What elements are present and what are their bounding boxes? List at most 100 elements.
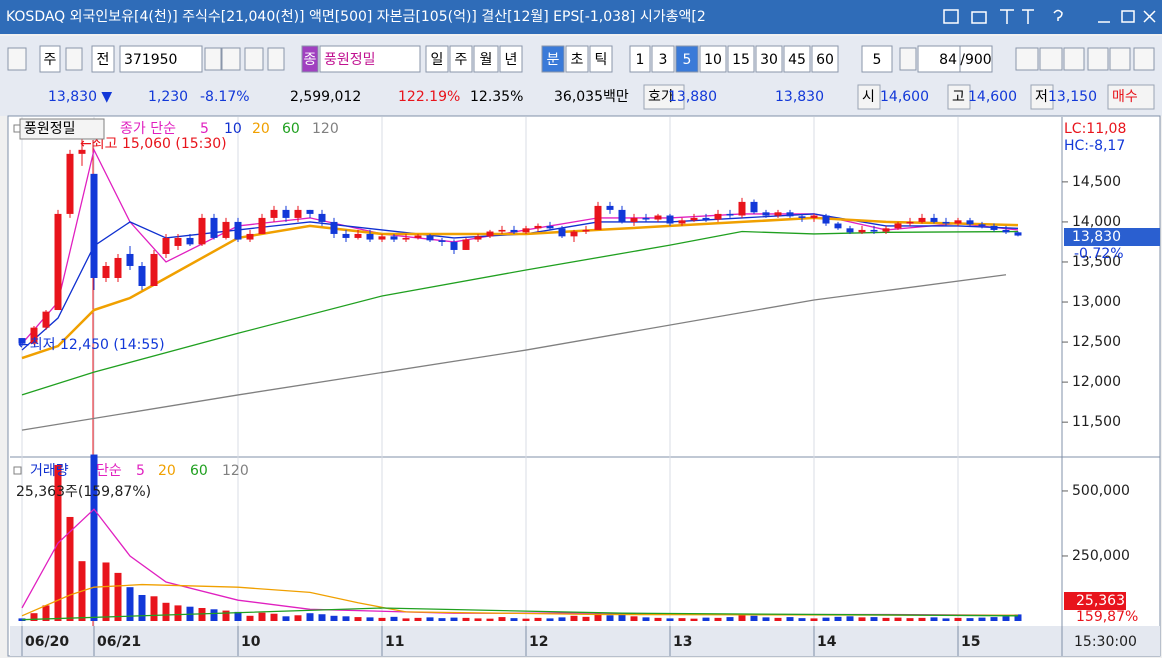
legend-item[interactable]: 120 [312,121,339,137]
toolbar-icon[interactable] [221,47,241,71]
x-tick-label: 06/21 [97,634,141,650]
toolbar-label[interactable]: 초 [571,52,584,68]
toolbar-label[interactable]: 60 [816,52,834,68]
button-close[interactable] [1143,10,1156,23]
candle-body [402,237,410,240]
toolbar-icon[interactable] [244,47,264,71]
legend-item[interactable]: 120 [222,463,249,479]
legend-item[interactable]: 10 [224,121,242,137]
toolbar-label[interactable]: 45 [788,52,806,68]
toolbar-label[interactable]: 풍원정밀 [324,52,376,68]
toolbar-label[interactable]: 전 [97,52,110,68]
candle-body [990,225,998,230]
quote-value[interactable]: 매수 [1112,89,1138,105]
toolbar-icon[interactable] [899,47,917,71]
quote-value: -8.17% [200,89,250,105]
toolbar-icon[interactable] [1133,47,1155,71]
toolbar-label[interactable]: 371950 [124,52,177,68]
toolbar-icon[interactable] [204,47,222,71]
toolbar-button[interactable] [755,45,783,73]
legend-item[interactable]: 풍원정밀 [24,121,76,137]
candle-body [270,209,278,218]
toolbar-button[interactable] [811,45,839,73]
button-help[interactable] [1053,9,1063,22]
toolbar-button[interactable] [473,45,499,73]
button-restore[interactable] [943,9,959,24]
candle-body [390,236,398,240]
toolbar-label[interactable]: /900 [960,52,991,68]
toolbar-label[interactable]: 15 [732,52,750,68]
toolbar-icon[interactable] [1087,47,1109,71]
toolbar-icon[interactable] [7,47,27,71]
toolbar-button[interactable] [651,45,675,73]
toolbar-button[interactable] [449,45,473,73]
toolbar-button[interactable] [119,45,203,73]
toolbar-icon[interactable] [267,47,285,71]
volume-bar [702,617,710,621]
volume-bar [210,609,218,621]
toolbar-button[interactable] [629,45,651,73]
button-pin[interactable] [1000,9,1014,24]
toolbar-label[interactable]: 5 [873,52,882,68]
toolbar-button[interactable] [959,45,993,73]
toolbar-icon[interactable] [65,47,83,71]
legend-item[interactable]: 종가 단순 [120,121,176,137]
moving-average [21,216,1019,360]
volume-bar [534,617,542,621]
toolbar-label[interactable]: 84 [939,52,957,68]
toolbar-label[interactable]: 일 [431,52,444,68]
toolbar-button[interactable] [301,45,319,73]
legend-item[interactable]: 20 [252,121,270,137]
toolbar-label[interactable]: 5 [683,52,692,68]
toolbar-label[interactable]: 년 [505,52,518,68]
legend-item[interactable]: 20 [158,463,176,479]
button-tile[interactable] [971,11,987,24]
chart-frame [7,115,1161,657]
toolbar-label[interactable]: 주 [455,52,468,68]
legend-item[interactable]: 거래량 [30,463,69,479]
candle-body [798,216,806,218]
toolbar-button[interactable] [783,45,811,73]
button-maximize[interactable] [1121,10,1135,23]
candle-body [234,221,242,240]
toolbar-label[interactable]: 종 [304,52,317,68]
window-controls[interactable] [943,9,1156,24]
candle-body [702,217,710,220]
legend-item[interactable]: 60 [282,121,300,137]
button-text[interactable] [1022,9,1034,24]
toolbar-button[interactable] [541,45,565,73]
toolbar-label[interactable]: 10 [704,52,722,68]
toolbar-button[interactable] [39,45,61,73]
toolbar-button[interactable] [499,45,523,73]
toolbar-label[interactable]: 3 [659,52,668,68]
toolbar-button[interactable] [699,45,727,73]
toolbar-button[interactable] [589,45,613,73]
toolbar-label[interactable]: 분 [547,52,560,68]
toolbar-icon[interactable] [1063,47,1085,71]
toolbar-label[interactable]: 월 [480,52,493,68]
toolbar-label[interactable]: 30 [760,52,778,68]
toolbar-label[interactable]: 틱 [595,52,608,68]
toolbar-button[interactable] [727,45,755,73]
toolbar-icon[interactable] [1109,47,1131,71]
candle-body [666,215,674,224]
quote-value: 36,035백만 [554,89,629,105]
volume-bar [582,616,590,621]
legend-item[interactable]: 5 [136,463,145,479]
candle-body [558,228,566,237]
toolbar-button[interactable] [319,45,421,73]
legend-item[interactable]: 5 [200,121,209,137]
toolbar-button[interactable] [565,45,589,73]
toolbar-button[interactable] [861,45,893,73]
legend-item[interactable]: 60 [190,463,208,479]
legend-item[interactable]: 단순 [96,463,122,479]
toolbar-icon[interactable] [1039,47,1063,71]
toolbar-button[interactable] [917,45,961,73]
toolbar-icon[interactable] [1015,47,1039,71]
toolbar-button[interactable] [425,45,449,73]
toolbar-button[interactable] [675,45,699,73]
candle-body [126,253,134,266]
toolbar-label[interactable]: 주 [44,52,57,68]
toolbar-label[interactable]: 1 [636,52,645,68]
toolbar-button[interactable] [91,45,115,73]
